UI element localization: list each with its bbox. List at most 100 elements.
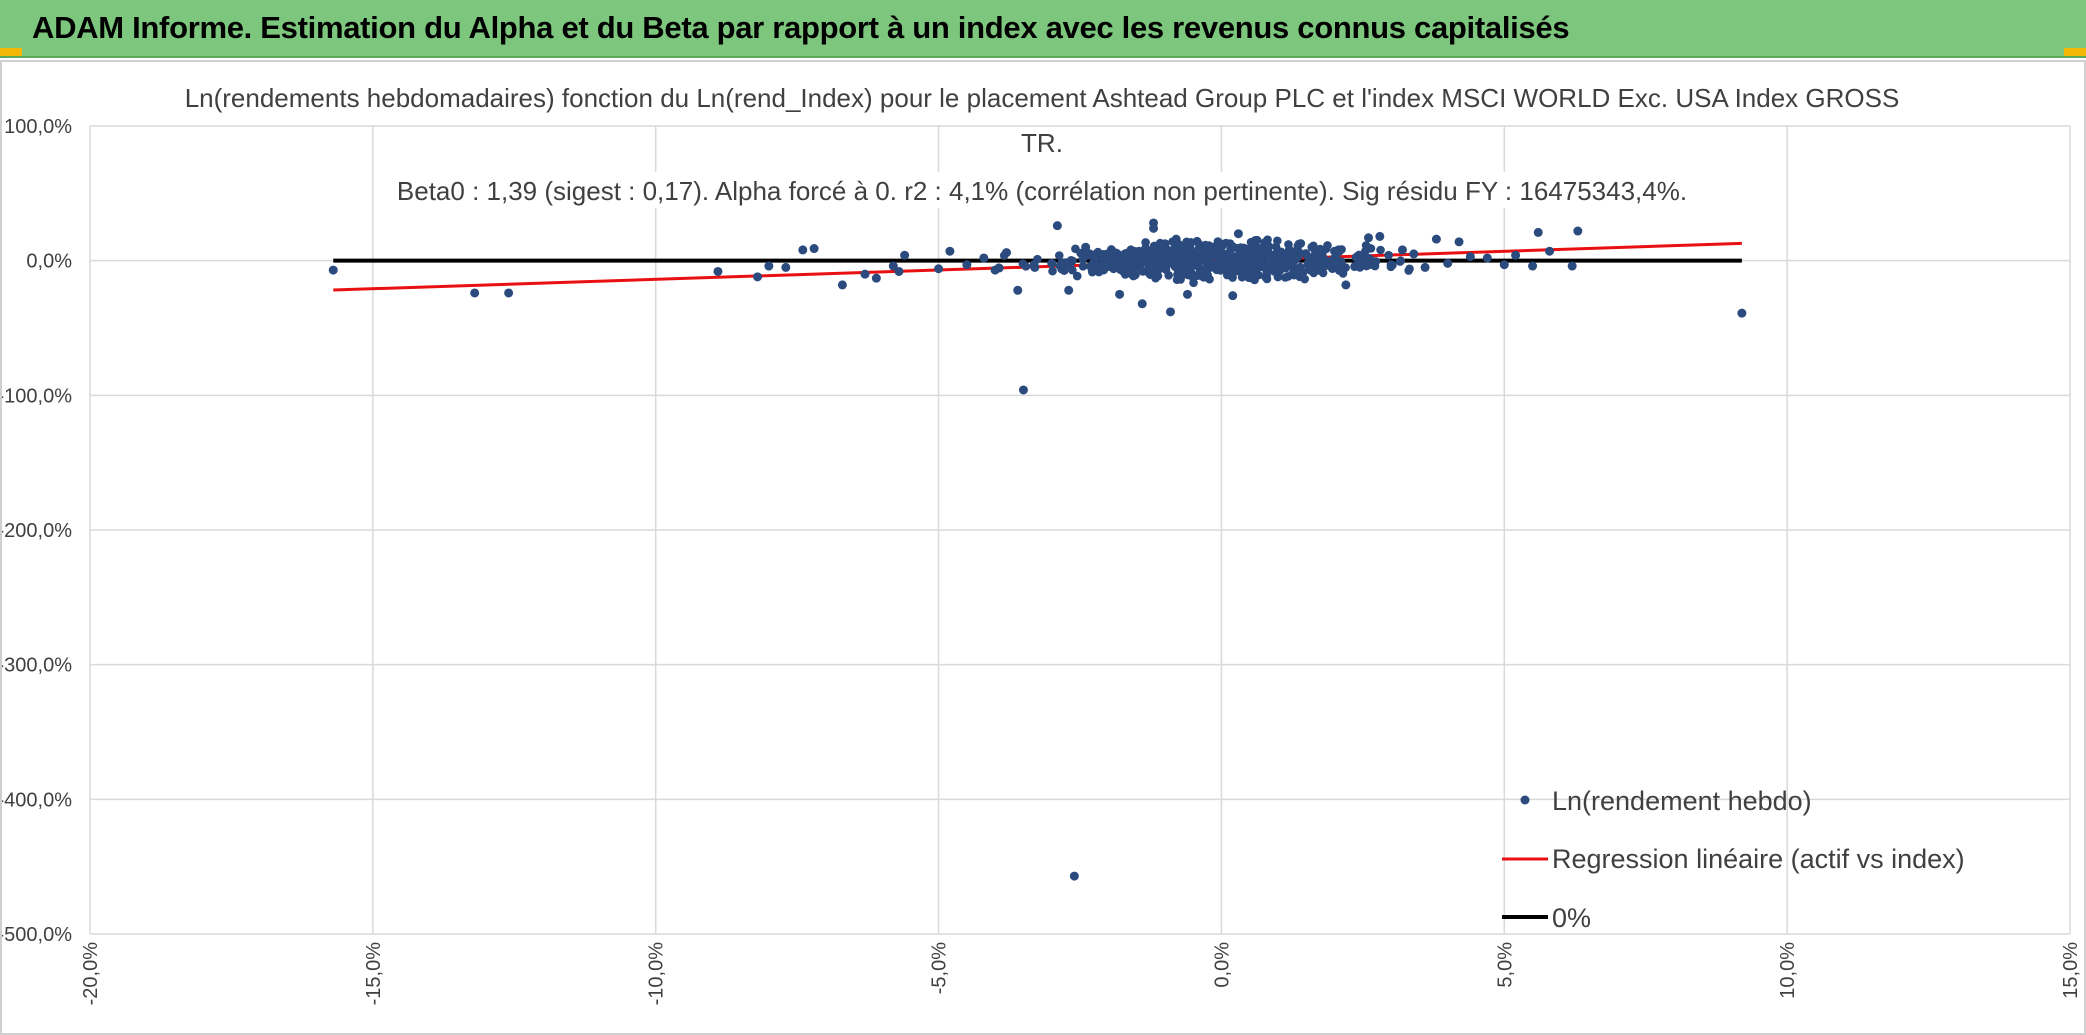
scatter-point <box>1384 250 1393 260</box>
scatter-point <box>1239 259 1249 269</box>
scatter-point <box>1250 235 1260 245</box>
scatter-point <box>1262 274 1272 284</box>
scatter-point <box>1087 266 1097 276</box>
x-tick-label: 10,0% <box>1777 942 1799 999</box>
scatter-point <box>1533 227 1543 237</box>
scatter-point <box>1172 275 1182 285</box>
scatter-point <box>1123 256 1133 265</box>
scatter-point <box>1567 261 1577 271</box>
scatter-point <box>1409 249 1419 259</box>
scatter-point <box>1545 246 1555 256</box>
scatter-point <box>1352 252 1362 262</box>
scatter-point <box>1262 248 1272 258</box>
title-background-3 <box>402 172 1702 208</box>
legend-label-zero: 0% <box>1552 903 1591 933</box>
scatter-point <box>1194 246 1204 256</box>
scatter-point <box>962 260 972 270</box>
scatter-point <box>1192 236 1202 246</box>
scatter-point <box>1116 255 1126 264</box>
scatter-point <box>1420 262 1430 272</box>
scatter-point <box>1138 267 1148 276</box>
scatter-point <box>1216 252 1226 262</box>
scatter-point <box>1182 289 1192 299</box>
scatter-point <box>945 246 955 256</box>
scatter-point <box>934 264 944 274</box>
scatter-point <box>1257 262 1267 271</box>
scatter-point <box>1431 234 1441 244</box>
y-tick-label: -100,0% <box>2 385 72 407</box>
scatter-point <box>1233 229 1243 239</box>
scatter-point <box>504 288 514 298</box>
scatter-point <box>1126 245 1136 255</box>
scatter-point <box>1318 261 1328 271</box>
scatter-point <box>1057 258 1067 267</box>
scatter-point <box>1179 251 1189 260</box>
scatter-point <box>1047 258 1057 268</box>
scatter-point <box>798 245 808 255</box>
scatter-point <box>1229 262 1239 271</box>
report-header: ADAM Informe. Estimation du Alpha et du … <box>0 0 2086 58</box>
scatter-point <box>1021 262 1031 271</box>
scatter-point <box>1364 233 1374 243</box>
corner-marker-right <box>2064 48 2086 56</box>
scatter-point <box>1404 266 1413 275</box>
scatter-point <box>837 280 847 290</box>
y-tick-label: -500,0% <box>2 924 72 946</box>
scatter-point <box>1323 241 1332 250</box>
x-tick-label: -20,0% <box>80 942 102 1006</box>
scatter-point <box>753 272 763 282</box>
scatter-point <box>1137 299 1147 309</box>
scatter-point <box>990 265 1000 275</box>
scatter-point <box>1185 239 1194 248</box>
scatter-point <box>1443 258 1453 268</box>
scatter-point <box>1465 252 1475 262</box>
scatter-point <box>470 288 480 298</box>
scatter-point <box>1153 250 1163 259</box>
x-tick-label: -10,0% <box>646 942 668 1006</box>
scatter-point <box>1115 289 1125 299</box>
scatter-point <box>1048 266 1057 276</box>
scatter-point <box>1153 271 1163 281</box>
scatter-point <box>1296 268 1306 278</box>
scatter-point <box>1103 260 1113 270</box>
scatter-point <box>1030 262 1040 272</box>
scatter-point <box>860 269 870 279</box>
scatter-point <box>1293 253 1302 262</box>
scatter-point <box>1216 245 1225 255</box>
scatter-point <box>1116 265 1125 275</box>
scatter-point <box>1737 308 1747 318</box>
scatter-point <box>1264 255 1273 265</box>
y-tick-label: -200,0% <box>2 520 72 542</box>
scatter-point <box>1573 226 1583 236</box>
title-background-1 <box>222 80 1862 116</box>
scatter-point <box>1307 242 1317 252</box>
scatter-point <box>1071 244 1080 254</box>
scatter-point <box>1337 245 1346 254</box>
scatter-point <box>1018 385 1028 395</box>
scatter-chart: 100,0% 0,0% -100,0% -200,0% -300,0% -400,0% -5… <box>2 80 2082 1006</box>
chart-title-line-1: Ln(rendements hebdomadaires) fonction du… <box>185 83 1900 113</box>
scatter-point <box>1216 265 1225 275</box>
scatter-point <box>1078 262 1088 271</box>
scatter-point <box>1145 251 1155 260</box>
scatter-point <box>1499 260 1509 270</box>
scatter-point <box>1204 252 1214 261</box>
scatter-point <box>1221 238 1231 248</box>
scatter-point <box>1366 255 1375 264</box>
corner-marker-left <box>0 48 22 56</box>
scatter-point <box>1178 266 1188 276</box>
scatter-point <box>1284 245 1294 255</box>
x-axis-ticks: -20,0% -15,0% -10,0% -5,0% 0,0% 5,0% 10,0% 15,0… <box>80 942 2082 1006</box>
scatter-point <box>1187 269 1196 279</box>
x-tick-label: -5,0% <box>929 942 951 994</box>
chart-title-line-3: Beta0 : 1,39 (sigest : 0,17). Alpha forc… <box>397 176 1687 206</box>
scatter-point <box>871 273 881 283</box>
scatter-point <box>1397 245 1407 255</box>
scatter-point <box>888 261 898 271</box>
scatter-point <box>1052 221 1062 231</box>
scatter-point <box>1066 255 1076 265</box>
scatter-point <box>1072 271 1082 281</box>
scatter-point <box>900 250 910 260</box>
scatter-point <box>1454 237 1464 247</box>
scatter-point <box>781 262 791 272</box>
